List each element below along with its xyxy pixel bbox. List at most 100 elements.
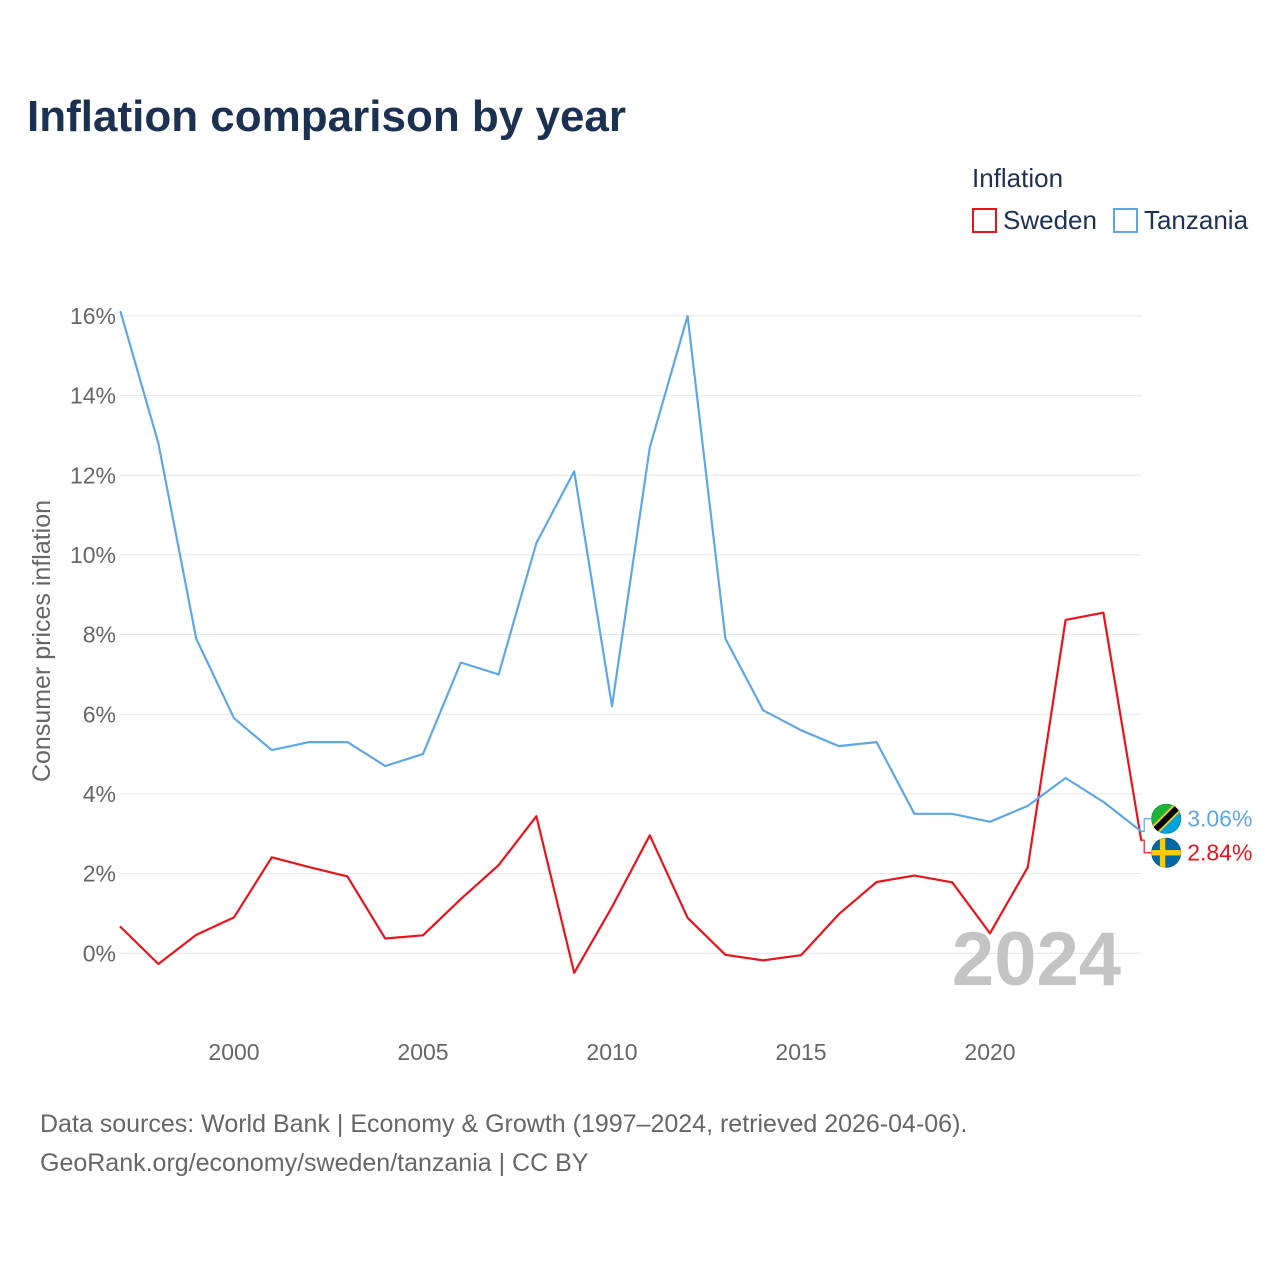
- data-point-sweden: [268, 853, 276, 861]
- data-point-sweden: [910, 872, 918, 880]
- data-point-sweden: [306, 863, 314, 871]
- data-point-sweden: [759, 956, 767, 964]
- data-point-tanzania: [1024, 802, 1032, 810]
- legend-swatch-tanzania: [1112, 207, 1138, 233]
- y-tick-label: 6%: [83, 701, 116, 727]
- data-point-sweden: [457, 895, 465, 903]
- legend-item-sweden: Sweden: [972, 205, 1097, 235]
- end-label-sweden: 2.84%: [1187, 840, 1252, 866]
- data-point-sweden: [873, 878, 881, 886]
- x-tick-label: 2010: [586, 1039, 637, 1065]
- data-point-tanzania: [419, 750, 427, 758]
- data-point-sweden: [381, 935, 389, 943]
- data-point-sweden: [835, 910, 843, 918]
- y-tick-label: 4%: [83, 781, 116, 807]
- data-point-tanzania: [343, 738, 351, 746]
- data-point-sweden: [495, 861, 503, 869]
- data-point-tanzania: [608, 702, 616, 710]
- end-label-connector: [1141, 818, 1152, 832]
- tanzania-flag-icon: [1151, 803, 1182, 834]
- x-axis-ticks: 2000 2005 2010 2015 2020: [208, 1039, 1015, 1065]
- data-point-tanzania: [532, 539, 540, 547]
- data-point-sweden: [419, 931, 427, 939]
- y-axis-ticks: 0% 2% 4% 6% 8% 10% 12% 14% 16%: [70, 303, 116, 966]
- data-point-tanzania: [1099, 798, 1107, 806]
- data-point-tanzania: [797, 726, 805, 734]
- x-tick-label: 2015: [775, 1039, 826, 1065]
- legend: Inflation Sweden Tanzania: [972, 163, 1248, 235]
- y-tick-label: 0%: [83, 940, 116, 966]
- gridlines: [119, 315, 1142, 954]
- y-tick-label: 10%: [70, 542, 116, 568]
- source-line-attribution: GeoRank.org/economy/sweden/tanzania | CC…: [40, 1149, 589, 1177]
- data-point-sweden: [343, 872, 351, 880]
- data-point-sweden: [1024, 863, 1032, 871]
- y-tick-label: 14%: [70, 383, 116, 409]
- legend-items: Sweden Tanzania: [972, 205, 1248, 235]
- data-point-tanzania: [910, 810, 918, 818]
- y-tick-label: 12%: [70, 462, 116, 488]
- data-point-tanzania: [986, 818, 994, 826]
- data-point-sweden: [154, 960, 162, 968]
- data-point-sweden: [1099, 609, 1107, 617]
- flag-outline: [1151, 837, 1182, 868]
- data-point-tanzania: [381, 762, 389, 770]
- legend-swatch-sweden: [972, 207, 997, 233]
- source-line-data: Data sources: World Bank | Economy & Gro…: [40, 1110, 968, 1138]
- current-year-watermark: 2024: [952, 917, 1121, 1002]
- data-point-sweden: [117, 923, 125, 931]
- x-tick-label: 2005: [397, 1039, 448, 1065]
- legend-item-tanzania: Tanzania: [1112, 205, 1248, 235]
- end-label-tanzania: 3.06%: [1187, 806, 1252, 832]
- end-labels: 3.06% 2.84%: [1141, 803, 1252, 868]
- x-tick-label: 2020: [964, 1039, 1015, 1065]
- data-point-tanzania: [948, 810, 956, 818]
- y-tick-label: 16%: [70, 303, 116, 329]
- end-marker-tanzania: 3.06%: [1141, 803, 1252, 834]
- sweden-flag-icon: [1151, 837, 1182, 868]
- series-lines: [117, 308, 1143, 977]
- data-point-sweden: [948, 878, 956, 886]
- series-sweden: [117, 609, 1143, 977]
- data-point-sweden: [684, 914, 692, 922]
- series-tanzania: [117, 308, 1143, 833]
- data-point-tanzania: [117, 308, 125, 316]
- data-point-sweden: [192, 931, 200, 939]
- data-point-sweden: [797, 951, 805, 959]
- series-line-tanzania: [119, 310, 1143, 833]
- data-point-tanzania: [646, 443, 654, 451]
- data-point-tanzania: [457, 658, 465, 666]
- source-note: Data sources: World Bank | Economy & Gro…: [40, 1105, 967, 1183]
- data-point-sweden: [532, 812, 540, 820]
- data-point-sweden: [230, 913, 238, 921]
- data-point-sweden: [646, 831, 654, 839]
- chart-title: Inflation comparison by year: [27, 92, 627, 141]
- data-point-tanzania: [570, 467, 578, 475]
- data-point-tanzania: [873, 738, 881, 746]
- flag-outline: [1151, 803, 1182, 834]
- data-point-tanzania: [306, 738, 314, 746]
- data-point-sweden: [986, 929, 994, 937]
- data-point-tanzania: [230, 714, 238, 722]
- y-axis-label: Consumer prices inflation: [28, 500, 56, 782]
- x-tick-label: 2000: [208, 1039, 259, 1065]
- end-label-connector: [1141, 839, 1152, 854]
- data-point-tanzania: [759, 706, 767, 714]
- legend-title: Inflation: [972, 163, 1064, 193]
- y-tick-label: 8%: [83, 622, 116, 648]
- y-tick-label: 2%: [83, 861, 116, 887]
- data-point-tanzania: [268, 746, 276, 754]
- data-point-tanzania: [684, 312, 692, 320]
- data-point-tanzania: [495, 670, 503, 678]
- data-point-tanzania: [1062, 774, 1070, 782]
- data-point-tanzania: [721, 635, 729, 643]
- data-point-sweden: [721, 951, 729, 959]
- flag-cross-horizontal: [1151, 850, 1182, 856]
- legend-label-sweden: Sweden: [1003, 205, 1097, 235]
- data-point-sweden: [608, 903, 616, 911]
- data-point-sweden: [570, 969, 578, 977]
- data-point-tanzania: [154, 439, 162, 447]
- end-marker-sweden: 2.84%: [1141, 837, 1252, 868]
- data-point-tanzania: [192, 635, 200, 643]
